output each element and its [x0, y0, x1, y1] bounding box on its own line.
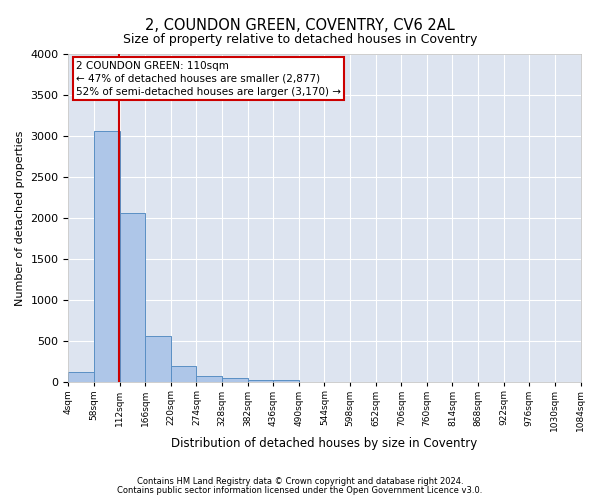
Bar: [273, 380, 299, 382]
Y-axis label: Number of detached properties: Number of detached properties: [15, 130, 25, 306]
Bar: [145, 336, 171, 382]
Bar: [171, 366, 196, 382]
Bar: [196, 376, 222, 382]
Bar: [222, 378, 248, 382]
Text: 2, COUNDON GREEN, COVENTRY, CV6 2AL: 2, COUNDON GREEN, COVENTRY, CV6 2AL: [145, 18, 455, 32]
Text: Contains public sector information licensed under the Open Government Licence v3: Contains public sector information licen…: [118, 486, 482, 495]
Text: 2 COUNDON GREEN: 110sqm
← 47% of detached houses are smaller (2,877)
52% of semi: 2 COUNDON GREEN: 110sqm ← 47% of detache…: [76, 60, 341, 97]
Bar: [68, 372, 94, 382]
X-axis label: Distribution of detached houses by size in Coventry: Distribution of detached houses by size …: [172, 437, 478, 450]
Bar: [119, 214, 145, 382]
Bar: [94, 131, 119, 382]
Text: Contains HM Land Registry data © Crown copyright and database right 2024.: Contains HM Land Registry data © Crown c…: [137, 477, 463, 486]
Bar: [248, 380, 273, 382]
Text: Size of property relative to detached houses in Coventry: Size of property relative to detached ho…: [123, 32, 477, 46]
